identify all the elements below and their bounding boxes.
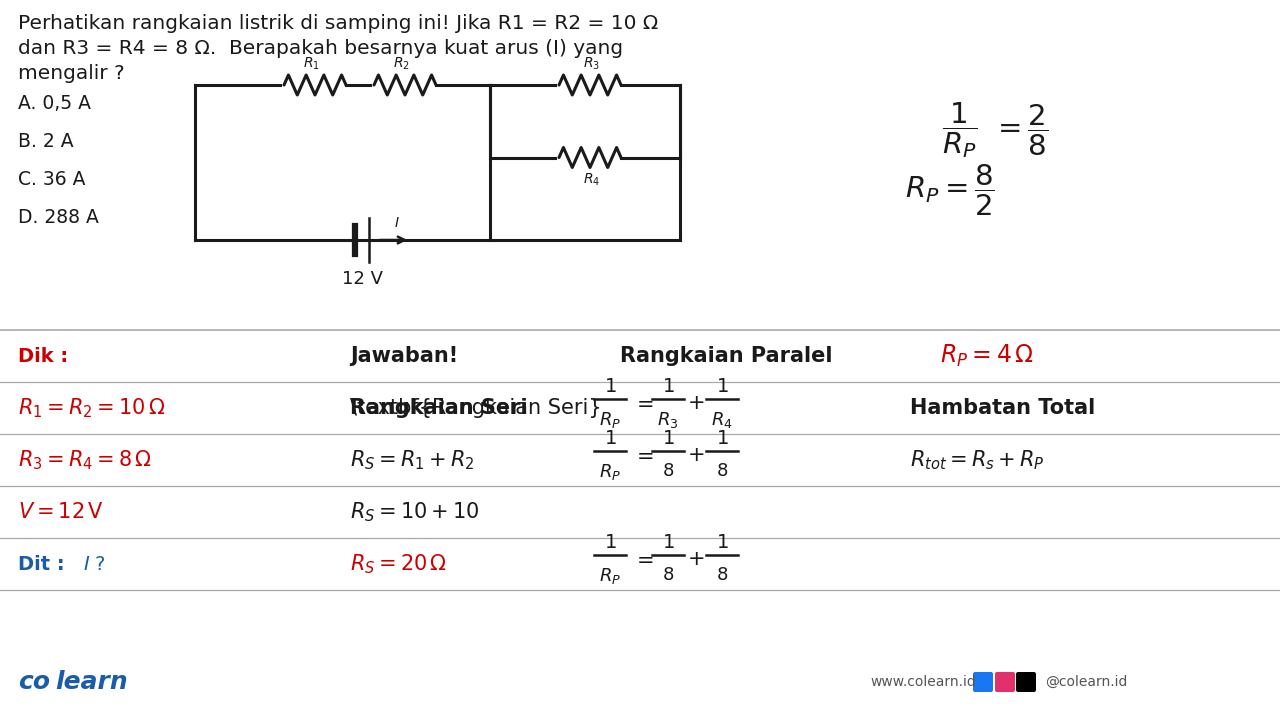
Text: @colearn.id: @colearn.id <box>1044 675 1128 689</box>
Text: $R_4$: $R_4$ <box>712 410 733 430</box>
Text: 12 V: 12 V <box>342 270 383 288</box>
Text: $I$ ?: $I$ ? <box>83 554 106 574</box>
Text: A. 0,5 A: A. 0,5 A <box>18 94 91 113</box>
Text: $1$: $1$ <box>604 533 616 552</box>
Text: $1$: $1$ <box>662 429 675 448</box>
Text: co: co <box>18 670 50 694</box>
Text: $1$: $1$ <box>604 429 616 448</box>
FancyBboxPatch shape <box>1016 672 1036 692</box>
Text: $R_P = \dfrac{8}{2}$: $R_P = \dfrac{8}{2}$ <box>905 163 995 217</box>
Text: $I$: $I$ <box>394 216 399 230</box>
FancyBboxPatch shape <box>995 672 1015 692</box>
Text: $= \dfrac{2}{8}$: $= \dfrac{2}{8}$ <box>992 102 1048 158</box>
Text: $R_S = R_1 + R_2$: $R_S = R_1 + R_2$ <box>349 448 475 472</box>
Text: Dit :: Dit : <box>18 554 64 574</box>
Text: $R_P$: $R_P$ <box>599 462 621 482</box>
Text: Hambatan Total: Hambatan Total <box>910 398 1096 418</box>
Text: Rangkaian Paralel: Rangkaian Paralel <box>620 346 832 366</box>
Text: www.colearn.id: www.colearn.id <box>870 675 975 689</box>
FancyBboxPatch shape <box>973 672 993 692</box>
Text: $R_1 = R_2 = 10\,\Omega$: $R_1 = R_2 = 10\,\Omega$ <box>18 396 165 420</box>
Text: $8$: $8$ <box>716 566 728 584</box>
Text: B. 2 A: B. 2 A <box>18 132 74 151</box>
Text: $1$: $1$ <box>662 533 675 552</box>
Text: Rangkaian Seri: Rangkaian Seri <box>349 398 527 418</box>
Text: $\dfrac{1}{R_P}$: $\dfrac{1}{R_P}$ <box>942 100 978 160</box>
Text: $R_P$: $R_P$ <box>599 410 621 430</box>
Text: learn: learn <box>55 670 128 694</box>
Text: $8$: $8$ <box>662 566 675 584</box>
Text: C. 36 A: C. 36 A <box>18 170 86 189</box>
Text: $=$: $=$ <box>632 549 654 569</box>
Text: $R_P$: $R_P$ <box>599 566 621 586</box>
Text: $+$: $+$ <box>687 549 705 569</box>
Text: Dik :: Dik : <box>18 346 68 366</box>
Text: $R_4$: $R_4$ <box>584 171 600 188</box>
Text: $R_3$: $R_3$ <box>657 410 678 430</box>
Text: $+$: $+$ <box>687 445 705 465</box>
Text: $=$: $=$ <box>632 393 654 413</box>
Text: $R_P = 4\,\Omega$: $R_P = 4\,\Omega$ <box>940 343 1034 369</box>
Text: mengalir ?: mengalir ? <box>18 64 124 83</box>
Text: $1$: $1$ <box>716 429 728 448</box>
Text: dan R3 = R4 = 8 Ω.  Berapakah besarnya kuat arus (I) yang: dan R3 = R4 = 8 Ω. Berapakah besarnya ku… <box>18 39 623 58</box>
Text: $1$: $1$ <box>604 377 616 396</box>
Text: $R_1$: $R_1$ <box>302 55 320 72</box>
Text: $R_S = 20\,\Omega$: $R_S = 20\,\Omega$ <box>349 552 447 576</box>
Text: $R_3$: $R_3$ <box>584 55 600 72</box>
Text: $+$: $+$ <box>687 393 705 413</box>
Text: $R_2$: $R_2$ <box>393 55 410 72</box>
Text: $1$: $1$ <box>662 377 675 396</box>
Text: $1$: $1$ <box>716 377 728 396</box>
Text: $8$: $8$ <box>662 462 675 480</box>
Text: \textbf{Rangkaian Seri}: \textbf{Rangkaian Seri} <box>349 398 602 418</box>
Text: $=$: $=$ <box>632 445 654 465</box>
Text: $R_S = 10 + 10$: $R_S = 10 + 10$ <box>349 500 479 524</box>
Text: $R_3 = R_4 = 8\,\Omega$: $R_3 = R_4 = 8\,\Omega$ <box>18 448 152 472</box>
Text: $1$: $1$ <box>716 533 728 552</box>
Text: Perhatikan rangkaian listrik di samping ini! Jika R1 = R2 = 10 Ω: Perhatikan rangkaian listrik di samping … <box>18 14 658 33</box>
Text: $8$: $8$ <box>716 462 728 480</box>
Text: $R_{tot} = R_s + R_P$: $R_{tot} = R_s + R_P$ <box>910 448 1044 472</box>
Text: D. 288 A: D. 288 A <box>18 208 99 227</box>
Text: $V = 12\,\mathrm{V}$: $V = 12\,\mathrm{V}$ <box>18 502 104 522</box>
Text: Jawaban!: Jawaban! <box>349 346 458 366</box>
